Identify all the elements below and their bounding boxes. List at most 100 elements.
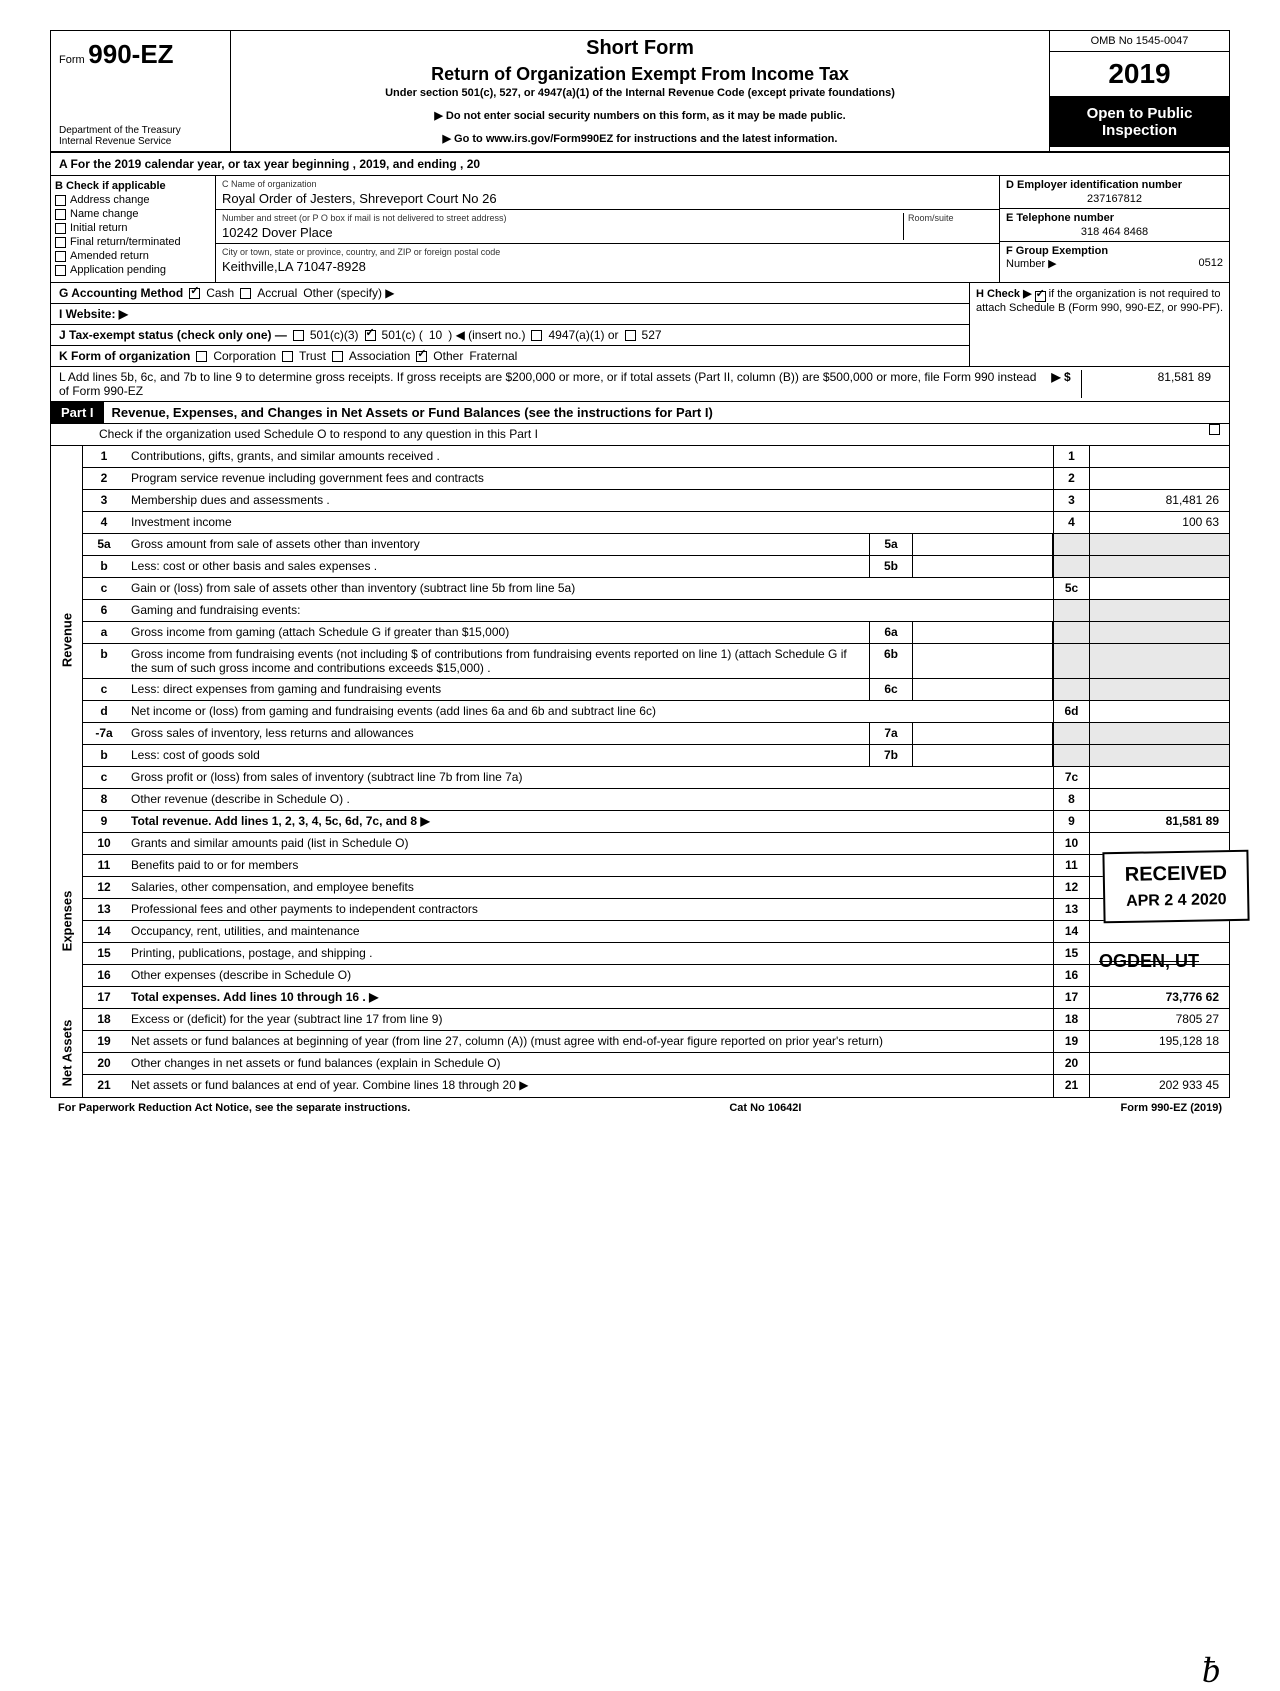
line-19-box: 19 <box>1053 1031 1089 1052</box>
check-501c[interactable] <box>365 330 376 341</box>
street-label: Number and street (or P O box if mail is… <box>222 213 903 223</box>
phone-value: 318 464 8468 <box>1006 226 1223 238</box>
line-9-num: 9 <box>83 811 125 832</box>
section-h: H Check ▶ if the organization is not req… <box>969 283 1229 366</box>
line-5b-mid: 5b <box>869 556 913 577</box>
row-l-arrow: ▶ $ <box>1041 370 1081 398</box>
line-7b-shadedval <box>1089 745 1229 766</box>
check-schedule-b[interactable] <box>1035 291 1046 302</box>
row-l-value: 81,581 89 <box>1081 370 1221 398</box>
line-8-val <box>1089 789 1229 810</box>
line-1-box: 1 <box>1053 446 1089 467</box>
check-application-pending[interactable] <box>55 265 66 276</box>
org-name-value: Royal Order of Jesters, Shreveport Court… <box>222 191 993 206</box>
check-501c3[interactable] <box>293 330 304 341</box>
section-c: C Name of organization Royal Order of Je… <box>216 176 999 282</box>
group-exemption-label: F Group Exemption <box>1006 245 1223 257</box>
section-b-header: B Check if applicable <box>55 180 211 192</box>
line-2-desc: Program service revenue including govern… <box>125 468 1053 489</box>
label-501c3: 501(c)(3) <box>310 328 359 342</box>
check-corp[interactable] <box>196 351 207 362</box>
line-7c-desc: Gross profit or (loss) from sales of inv… <box>125 767 1053 788</box>
line-6a-num: a <box>83 622 125 643</box>
line-6c-mid: 6c <box>869 679 913 700</box>
label-other-method: Other (specify) ▶ <box>303 286 394 300</box>
check-other-org[interactable] <box>416 351 427 362</box>
line-6c-shadedval <box>1089 679 1229 700</box>
line-21-box: 21 <box>1053 1075 1089 1097</box>
check-amended-return[interactable] <box>55 251 66 262</box>
title-box: Short Form Return of Organization Exempt… <box>231 31 1049 151</box>
check-address-change[interactable] <box>55 195 66 206</box>
line-6c-shaded <box>1053 679 1089 700</box>
line-17-num: 17 <box>83 987 125 1008</box>
check-accrual[interactable] <box>240 288 251 299</box>
check-schedule-o[interactable] <box>1209 424 1220 435</box>
line-6d-box: 6d <box>1053 701 1089 722</box>
line-9-val: 81,581 89 <box>1089 811 1229 832</box>
line-8-num: 8 <box>83 789 125 810</box>
check-527[interactable] <box>625 330 636 341</box>
line-6-num: 6 <box>83 600 125 621</box>
row-i-label: I Website: ▶ <box>59 307 128 321</box>
line-15-desc: Printing, publications, postage, and shi… <box>125 943 1053 964</box>
line-19-desc: Net assets or fund balances at beginning… <box>125 1031 1053 1052</box>
check-assoc[interactable] <box>332 351 343 362</box>
line-12-box: 12 <box>1053 877 1089 898</box>
ogden-stamp: OGDEN, UT <box>1099 951 1199 972</box>
line-7a-num: -7a <box>83 723 125 744</box>
line-10-box: 10 <box>1053 833 1089 854</box>
line-6c-desc: Less: direct expenses from gaming and fu… <box>125 679 869 700</box>
line-5b-midval <box>913 556 1053 577</box>
footer-mid: Cat No 10642I <box>729 1102 801 1114</box>
label-501c-post: ) ◀ (insert no.) <box>448 328 525 342</box>
line-5a-desc: Gross amount from sale of assets other t… <box>125 534 869 555</box>
label-501c-val: 10 <box>429 328 442 342</box>
line-10-desc: Grants and similar amounts paid (list in… <box>125 833 1053 854</box>
label-amended-return: Amended return <box>70 250 149 262</box>
row-j-label: J Tax-exempt status (check only one) — <box>59 328 287 342</box>
check-name-change[interactable] <box>55 209 66 220</box>
line-6a-midval <box>913 622 1053 643</box>
line-18-num: 18 <box>83 1009 125 1030</box>
line-5b-desc: Less: cost or other basis and sales expe… <box>125 556 869 577</box>
line-7b-midval <box>913 745 1053 766</box>
check-cash[interactable] <box>189 288 200 299</box>
line-14-num: 14 <box>83 921 125 942</box>
line-5a-midval <box>913 534 1053 555</box>
line-1-desc: Contributions, gifts, grants, and simila… <box>125 446 1053 467</box>
check-trust[interactable] <box>282 351 293 362</box>
line-3-box: 3 <box>1053 490 1089 511</box>
check-4947[interactable] <box>531 330 542 341</box>
line-7a-midval <box>913 723 1053 744</box>
section-def: D Employer identification number 2371678… <box>999 176 1229 282</box>
line-20-val <box>1089 1053 1229 1074</box>
line-17-desc: Total expenses. Add lines 10 through 16 … <box>125 987 1053 1008</box>
subtitle: Under section 501(c), 527, or 4947(a)(1)… <box>241 87 1039 99</box>
check-final-return[interactable] <box>55 237 66 248</box>
check-initial-return[interactable] <box>55 223 66 234</box>
received-stamp: RECEIVED APR 2 4 2020 <box>1102 850 1249 924</box>
line-6d-val <box>1089 701 1229 722</box>
line-11-num: 11 <box>83 855 125 876</box>
line-6c-num: c <box>83 679 125 700</box>
line-16-desc: Other expenses (describe in Schedule O) <box>125 965 1053 986</box>
side-expenses-label: Expenses <box>59 891 74 952</box>
line-3-num: 3 <box>83 490 125 511</box>
label-cash: Cash <box>206 286 234 300</box>
line-5b-num: b <box>83 556 125 577</box>
line-7a-shaded <box>1053 723 1089 744</box>
line-6a-mid: 6a <box>869 622 913 643</box>
room-label: Room/suite <box>908 213 993 223</box>
line-6b-mid: 6b <box>869 644 913 678</box>
line-10-num: 10 <box>83 833 125 854</box>
label-4947: 4947(a)(1) or <box>548 328 618 342</box>
line-6b-midval <box>913 644 1053 678</box>
line-19-val: 195,128 18 <box>1089 1031 1229 1052</box>
line-14-val <box>1089 921 1229 942</box>
line-4-box: 4 <box>1053 512 1089 533</box>
received-text: RECEIVED <box>1124 862 1227 887</box>
line-5a-shaded <box>1053 534 1089 555</box>
line-6d-num: d <box>83 701 125 722</box>
label-527: 527 <box>642 328 662 342</box>
